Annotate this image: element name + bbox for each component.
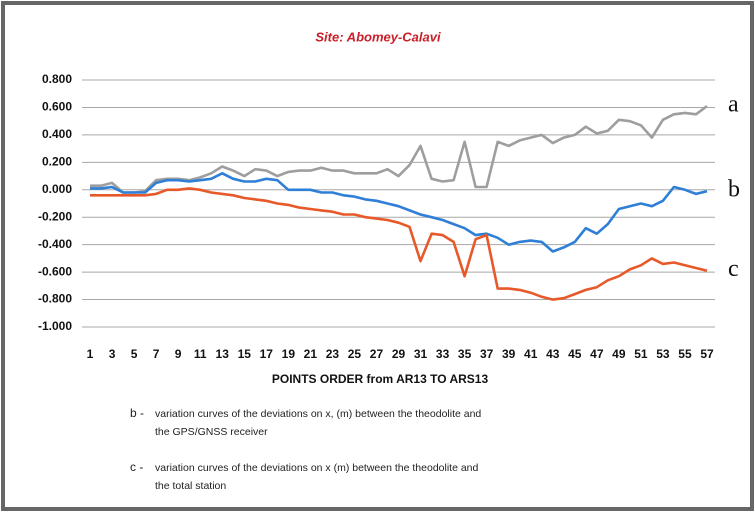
x-tick-label: 19	[282, 347, 296, 361]
x-tick-label: 41	[524, 347, 538, 361]
x-tick-label: 31	[414, 347, 428, 361]
x-tick-label: 13	[216, 347, 230, 361]
x-tick-label: 49	[612, 347, 626, 361]
x-tick-label: 35	[458, 347, 472, 361]
x-tick-label: 37	[480, 347, 494, 361]
x-tick-label: 27	[370, 347, 384, 361]
y-tick-label: 0.200	[42, 155, 72, 169]
y-tick-label: 0.600	[42, 100, 72, 114]
y-tick-label: -0.200	[38, 209, 72, 223]
note-text: variation curves of the deviations on x,…	[155, 408, 481, 420]
series-line	[90, 187, 708, 301]
note-text: the GPS/GNSS receiver	[155, 426, 268, 438]
series-line	[90, 105, 708, 194]
y-tick-label: -0.800	[38, 292, 72, 306]
y-tick-label: 0.000	[42, 182, 72, 196]
x-tick-label: 5	[131, 347, 138, 361]
series-label: c	[728, 256, 739, 282]
x-tick-label: 33	[436, 347, 450, 361]
x-tick-label: 17	[260, 347, 274, 361]
x-tick-label: 7	[153, 347, 160, 361]
x-tick-label: 57	[700, 347, 714, 361]
x-tick-label: 29	[392, 347, 406, 361]
x-tick-label: 47	[590, 347, 604, 361]
note-key: c -	[130, 460, 143, 474]
series-label: b	[728, 177, 740, 203]
note-text: variation curves of the deviations on x …	[155, 462, 479, 474]
x-tick-label: 21	[304, 347, 318, 361]
x-tick-label: 3	[109, 347, 116, 361]
x-tick-label: 55	[678, 347, 692, 361]
x-tick-label: 9	[175, 347, 182, 361]
x-tick-label: 1	[87, 347, 94, 361]
x-tick-label: 43	[546, 347, 560, 361]
x-tick-label: 45	[568, 347, 582, 361]
x-tick-label: 15	[238, 347, 252, 361]
x-tick-label: 23	[326, 347, 340, 361]
y-tick-label: -0.600	[38, 264, 72, 278]
x-tick-label: 25	[348, 347, 362, 361]
series-label: a	[728, 92, 739, 118]
chart-title: Site: Abomey-Calavi	[315, 29, 441, 44]
y-tick-label: -1.000	[38, 319, 72, 333]
x-tick-label: 51	[634, 347, 648, 361]
x-axis-title: POINTS ORDER from AR13 TO ARS13	[272, 372, 489, 386]
x-tick-label: 11	[194, 347, 207, 361]
note-text: the total station	[155, 480, 226, 492]
y-tick-label: 0.400	[42, 127, 72, 141]
note-key: b -	[130, 406, 144, 420]
y-tick-label: 0.800	[42, 72, 72, 86]
x-tick-label: 39	[502, 347, 516, 361]
x-tick-label: 53	[656, 347, 670, 361]
y-tick-label: -0.400	[38, 237, 72, 251]
series-line	[90, 172, 708, 253]
